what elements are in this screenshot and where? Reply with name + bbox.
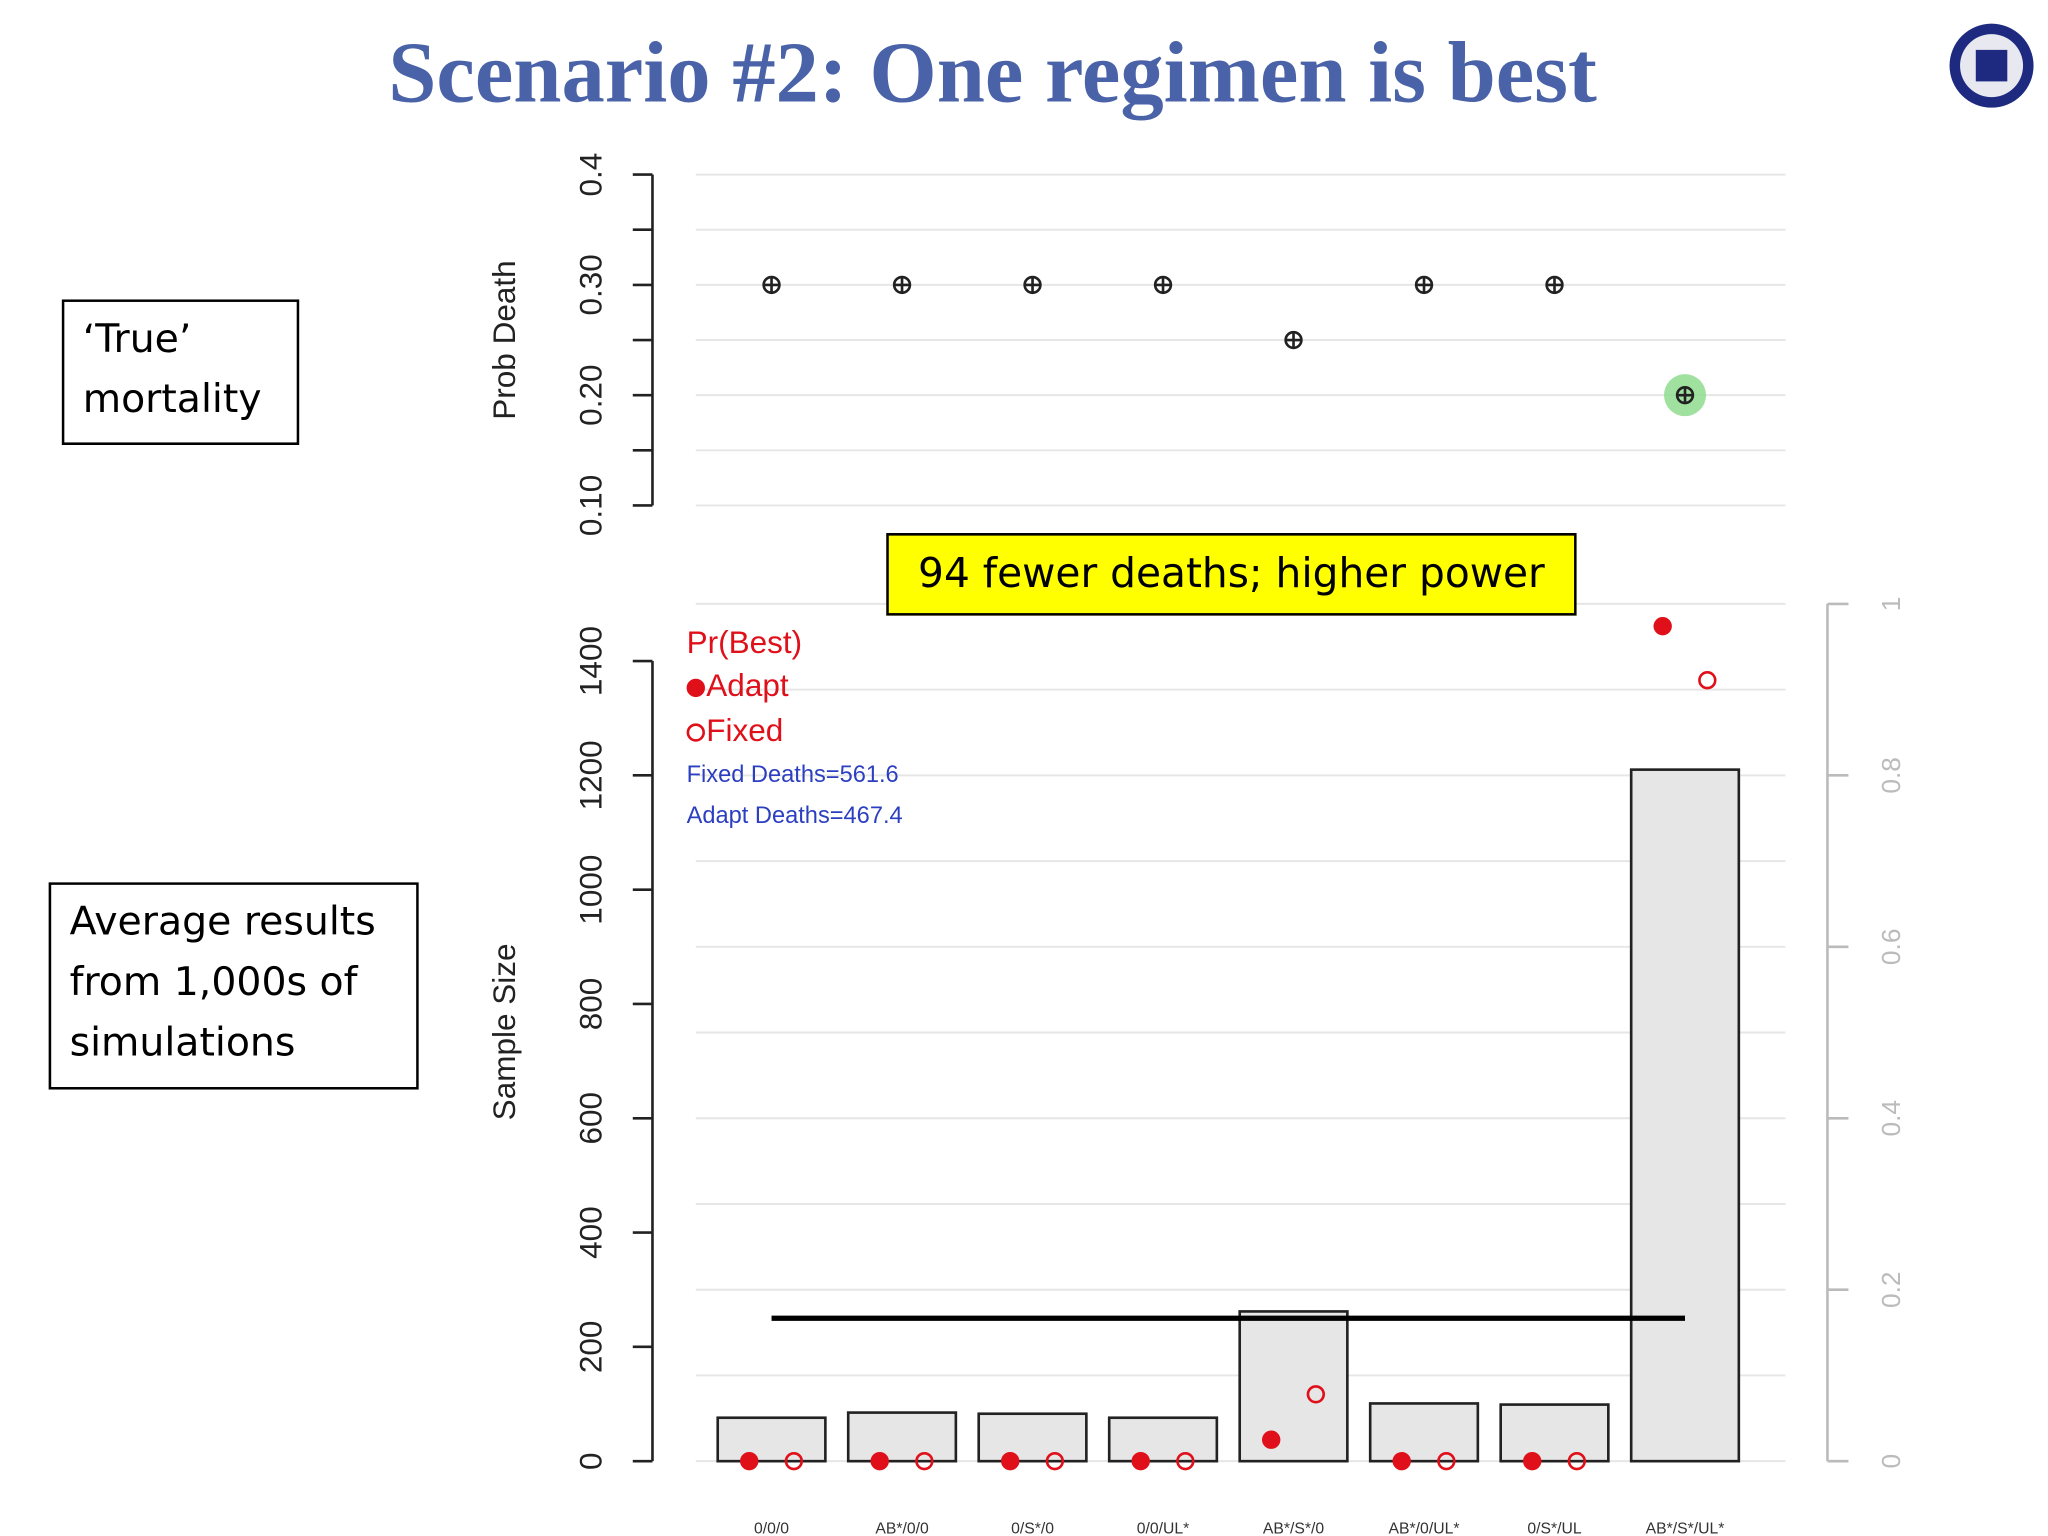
bar [977, 1412, 1088, 1463]
bar [1499, 1403, 1610, 1463]
y-axis-label: Prob Death [486, 260, 522, 419]
pr-best-point [1176, 1451, 1195, 1471]
y-tick-label: 1400 [573, 626, 609, 696]
pr-best-point [915, 1451, 934, 1471]
logo [1949, 23, 2034, 108]
legend-marker [686, 723, 705, 742]
bar [1238, 1310, 1349, 1463]
y-tick-label: 600 [573, 1092, 609, 1145]
legend-label: Adapt [706, 667, 789, 703]
y-tick-label: 0.4 [1876, 1100, 1906, 1137]
x-tick-label: 0/0/UL* [1137, 1521, 1190, 1536]
point-cross [1677, 387, 1693, 404]
annotation-text: 94 fewer deaths; higher power [886, 533, 1577, 616]
pr-best-point [1437, 1451, 1456, 1471]
slide-title: Scenario #2: One regimen is best [388, 24, 1597, 120]
x-tick-label: AB*/0/0 [875, 1521, 929, 1536]
bar [846, 1411, 958, 1463]
y-tick-label: 1 [1876, 597, 1906, 612]
point-cross [763, 277, 780, 293]
y-tick-label: 0.30 [573, 254, 609, 315]
bar [716, 1416, 827, 1463]
pr-best-point [1567, 1451, 1587, 1471]
point-cross [1285, 332, 1302, 348]
annotation-box: 94 fewer deaths; higher power [886, 533, 1577, 616]
point-cross [894, 277, 910, 293]
y-tick-label: 0 [573, 1452, 609, 1470]
y-tick-label: 0 [1876, 1454, 1906, 1469]
pr-best-point [1392, 1451, 1411, 1471]
legend-marker [686, 678, 705, 698]
pr-best-point [1306, 1385, 1326, 1404]
box-text: ‘True’ mortality [61, 299, 300, 446]
x-tick-label: AB*/0/UL* [1389, 1521, 1460, 1536]
y-tick-label: 800 [573, 978, 609, 1031]
note: Adapt Deaths=467.4 [687, 803, 903, 829]
y-tick-label: 1000 [573, 855, 609, 925]
true-mortality-box: ‘True’ mortality [61, 299, 300, 446]
x-tick-label: 0/S*/UL [1527, 1521, 1582, 1536]
x-tick-label: 0/0/0 [754, 1521, 789, 1536]
legend-label: Fixed [706, 712, 783, 748]
pr-best-point [870, 1451, 889, 1471]
box-text: Average results from 1,000s of simulatio… [48, 882, 419, 1090]
y-axis-label: Sample Size [486, 943, 522, 1120]
y-tick-label: 0.2 [1876, 1271, 1906, 1308]
x-tick-label: AB*/S*/UL* [1646, 1521, 1725, 1536]
y-tick-label: 1200 [573, 740, 609, 810]
y-tick-label: 400 [573, 1206, 609, 1259]
point-cross [1416, 277, 1432, 293]
bar [1629, 768, 1741, 1463]
pr-best-point [1262, 1430, 1281, 1449]
pr-best-point [740, 1451, 759, 1471]
y-tick-label: 0.8 [1876, 757, 1906, 794]
point-cross [1155, 277, 1171, 293]
y-tick-label: 0.20 [573, 365, 609, 426]
bar [1107, 1416, 1219, 1463]
pr-best-point [784, 1451, 804, 1471]
pr-best-point [1045, 1451, 1065, 1471]
pr-best-point [1523, 1451, 1542, 1471]
pr-best-point [1653, 616, 1672, 636]
x-tick-label: 0/S*/0 [1011, 1521, 1054, 1536]
bar [1368, 1402, 1480, 1463]
y-tick-label: 200 [573, 1321, 609, 1374]
y-tick-label: 0.10 [573, 475, 609, 536]
pr-best-point [1131, 1451, 1150, 1471]
point-cross [1546, 277, 1563, 293]
pr-best-point [1001, 1451, 1020, 1471]
logo-shield [1975, 49, 2008, 82]
y-tick-label: 0.4 [573, 153, 609, 197]
pr-best-point [1698, 671, 1717, 690]
x-tick-label: AB*/S*/0 [1263, 1521, 1325, 1536]
point-cross [1024, 277, 1041, 293]
note: Fixed Deaths=561.6 [687, 762, 899, 788]
y-tick-label: 0.6 [1876, 929, 1906, 966]
average-box: Average results from 1,000s of simulatio… [48, 882, 419, 1090]
legend-title: Pr(Best) [687, 624, 803, 660]
